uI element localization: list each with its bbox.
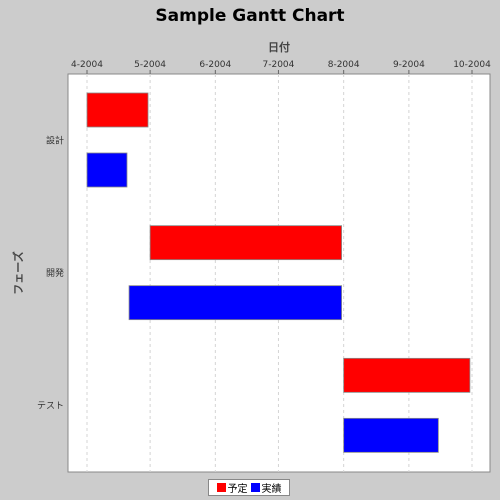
task-bars bbox=[86, 92, 471, 453]
task-bar bbox=[86, 152, 128, 188]
x-tick-label: 9-2004 bbox=[393, 60, 425, 70]
x-axis-label: 日付 bbox=[268, 40, 290, 54]
x-tick-label: 4-2004 bbox=[71, 60, 103, 70]
x-tick-label: 5-2004 bbox=[134, 60, 166, 70]
grid-lines bbox=[86, 74, 473, 472]
legend-label: 実績 bbox=[261, 484, 282, 495]
task-bar bbox=[343, 417, 439, 453]
task-bar bbox=[86, 92, 149, 128]
x-tick-label: 10-2004 bbox=[453, 60, 491, 70]
task-bar bbox=[149, 225, 342, 261]
chart-title: Sample Gantt Chart bbox=[155, 6, 345, 26]
legend-entry: 実績 bbox=[250, 480, 282, 495]
x-tick-label: 8-2004 bbox=[328, 60, 360, 70]
x-tick-label: 6-2004 bbox=[199, 60, 231, 70]
legend-label: 予定 bbox=[227, 484, 248, 495]
category-label: テスト bbox=[37, 401, 64, 412]
y-axis-label: フェーズ bbox=[11, 251, 25, 294]
legend-swatch bbox=[216, 483, 226, 492]
legend-swatch bbox=[250, 483, 260, 492]
plot-area bbox=[67, 73, 491, 473]
category-label: 設計 bbox=[46, 134, 64, 146]
legend: 予定 実績 bbox=[208, 479, 290, 496]
task-bar bbox=[128, 285, 342, 321]
x-axis-ticks: 4-2004 5-2004 6-2004 7-2004 8-2004 9-2004 10-2… bbox=[71, 60, 491, 74]
x-tick-label: 7-2004 bbox=[263, 60, 295, 70]
task-bar bbox=[343, 357, 471, 393]
category-label: 開発 bbox=[46, 267, 64, 279]
legend-entry: 予定 bbox=[216, 480, 248, 495]
